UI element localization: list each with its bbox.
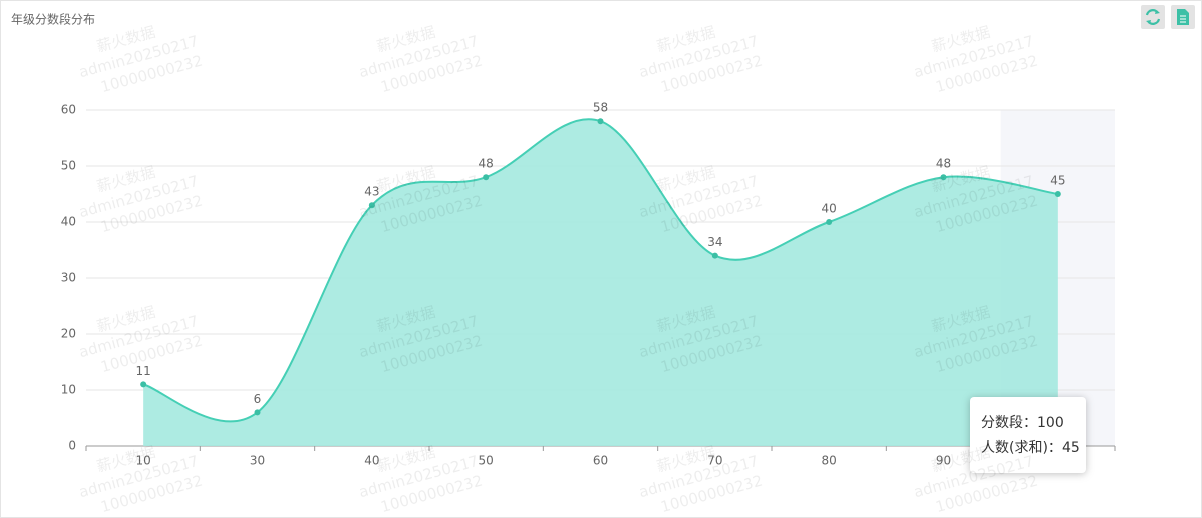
x-tick-label: 40 (364, 454, 379, 468)
x-tick-label: 80 (822, 454, 837, 468)
point (483, 174, 490, 181)
point (140, 381, 147, 388)
tooltip-value: 100 (1037, 415, 1064, 431)
watermark-layer: 薪火数据admin2025021710000000232薪火数据admin202… (77, 23, 1040, 516)
tooltip-row: 分数段：100 (981, 415, 1064, 431)
value-label: 6 (254, 392, 262, 406)
tooltip-box (970, 397, 1086, 473)
x-tick-label: 50 (479, 454, 494, 468)
x-tick-label: 10 (136, 454, 151, 468)
y-tick-label: 60 (61, 103, 76, 117)
tooltip-label: 分数段： (981, 415, 1037, 431)
y-tick-label: 40 (61, 215, 76, 229)
x-tick-label: 70 (707, 454, 722, 468)
value-label: 58 (593, 101, 608, 115)
point (711, 252, 718, 259)
line (142, 118, 1058, 423)
y-tick-label: 0 (68, 439, 76, 453)
plot-area: 0 10 20 30 40 50 60 11 6 43 48 58 34 40 48 45 10 30 40 50 60… (61, 101, 1116, 473)
value-label: 48 (936, 157, 951, 171)
value-label: 40 (822, 202, 837, 216)
tooltip-label: 人数(求和)： (981, 440, 1062, 456)
y-tick-label: 50 (61, 159, 76, 173)
chart-title: 年级分数段分布 (11, 12, 95, 27)
point (368, 202, 375, 209)
x-tick-label: 60 (593, 454, 608, 468)
point (597, 118, 604, 125)
tooltip-row: 人数(求和)：45 (981, 440, 1080, 456)
value-label: 34 (707, 235, 722, 249)
refresh-button[interactable] (1141, 5, 1165, 29)
point (826, 219, 833, 225)
tooltip: 分数段：100 人数(求和)：45 (970, 397, 1086, 473)
point (254, 409, 261, 416)
point (940, 174, 947, 181)
value-label: 45 (1050, 174, 1065, 188)
y-tick-label: 20 (61, 327, 76, 341)
area (143, 119, 1058, 447)
value-label: 48 (479, 157, 494, 171)
value-label: 43 (364, 185, 379, 199)
tooltip-value: 45 (1062, 440, 1080, 456)
export-button[interactable] (1171, 5, 1195, 29)
x-tick-label: 90 (936, 454, 951, 468)
y-tick-label: 30 (61, 271, 76, 285)
point (1054, 191, 1061, 197)
x-tick-label: 30 (250, 454, 265, 468)
y-tick-label: 10 (61, 383, 76, 397)
value-label: 11 (136, 364, 151, 378)
